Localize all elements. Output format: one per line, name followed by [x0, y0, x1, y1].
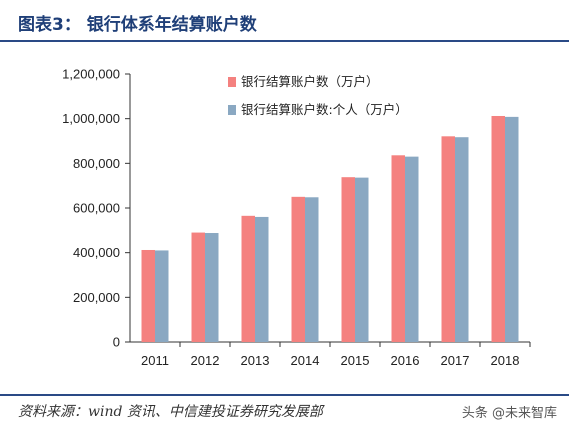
y-axis-tick-labels: 0 200,000 400,000 600,000 800,000 1,000,000 1,…: [62, 67, 120, 350]
bar: [455, 137, 469, 342]
x-tick-label: 2014: [291, 353, 320, 368]
y-tick-label: 1,000,000: [62, 111, 120, 126]
figure-title: 图表3： 银行体系年结算账户数: [18, 15, 257, 35]
x-tick-label: 2013: [241, 353, 270, 368]
bar: [191, 232, 205, 342]
y-tick-label: 0: [113, 335, 120, 350]
x-tick-label: 2016: [391, 353, 420, 368]
y-tick-label: 400,000: [73, 245, 120, 260]
y-tick-label: 800,000: [73, 156, 120, 171]
chart-legend: 银行结算账户数（万户） 银行结算账户数:个人（万户）: [228, 74, 408, 117]
legend-swatch: [228, 77, 236, 87]
bar: [505, 116, 519, 342]
bar: [341, 177, 355, 342]
bar: [155, 250, 169, 342]
source-note: 资料来源：wind 资讯、中信建投证券研究发展部: [18, 404, 323, 420]
watermark-text: 头条 @未来智库: [461, 406, 557, 421]
legend-swatch: [228, 105, 236, 115]
figure-header: 图表3： 银行体系年结算账户数: [0, 0, 569, 44]
legend-label: 银行结算账户数（万户）: [241, 74, 379, 89]
x-tick-label: 2011: [141, 353, 169, 368]
bar: [255, 216, 269, 342]
x-tick-label: 2017: [441, 353, 470, 368]
bar: [205, 233, 219, 342]
footer-divider: [0, 394, 569, 396]
bar: [291, 196, 305, 342]
watermark: 头条 @未来智库: [462, 402, 557, 421]
x-tick-label: 2015: [341, 353, 370, 368]
x-axis-tick-labels: 2011 2012 2013 2014 2015 2016 2017 2018: [141, 353, 519, 368]
y-tick-label: 600,000: [73, 201, 120, 216]
bar: [241, 215, 255, 342]
bar: [405, 156, 419, 342]
bar: [305, 197, 319, 342]
bar-chart: 0 200,000 400,000 600,000 800,000 1,000,000 1,…: [62, 67, 531, 368]
x-tick-label: 2012: [191, 353, 220, 368]
bar: [491, 115, 505, 342]
y-tick-label: 200,000: [73, 290, 120, 305]
legend-label: 银行结算账户数:个人（万户）: [241, 102, 408, 117]
bar: [391, 155, 405, 342]
bar: [355, 177, 369, 342]
y-tick-label: 1,200,000: [62, 67, 120, 82]
bar: [141, 249, 155, 342]
x-tick-label: 2018: [491, 353, 520, 368]
bar: [441, 136, 455, 342]
chart-bars: [141, 115, 519, 342]
header-divider: [0, 40, 569, 42]
